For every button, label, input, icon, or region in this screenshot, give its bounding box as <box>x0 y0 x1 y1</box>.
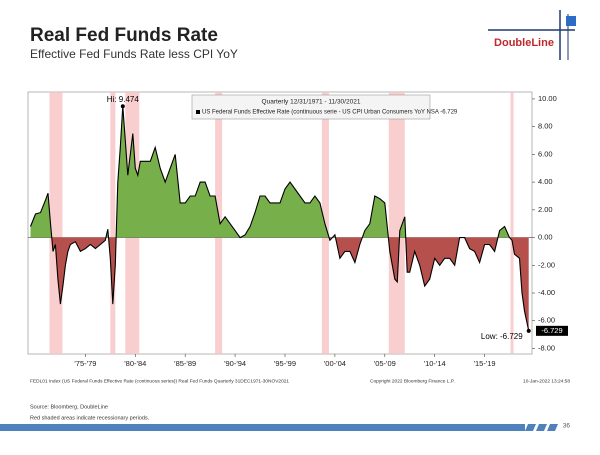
y-tick-label: 8.00 <box>538 122 553 131</box>
subtitle: Effective Fed Funds Rate less CPI YoY <box>30 47 238 61</box>
y-tick-label: -4.00 <box>538 288 555 297</box>
y-tick-label: -8.00 <box>538 343 555 352</box>
logo: DoubleLine <box>488 10 576 60</box>
x-tick-label: '95-'99 <box>274 359 296 368</box>
recession-band <box>388 92 405 354</box>
low-label: Low: -6.729 <box>481 332 523 341</box>
high-point <box>120 104 125 109</box>
y-tick-label: 2.00 <box>538 205 553 214</box>
legend-period: Quarterly 12/31/1971 - 11/30/2021 <box>262 99 361 106</box>
legend: Quarterly 12/31/1971 - 11/30/2021 US Fed… <box>191 94 458 120</box>
y-tick-label: -2.00 <box>538 260 555 269</box>
footer-middle: Copyright 2022 Bloomberg Finance L.P. <box>370 378 455 384</box>
recession-band <box>49 92 63 354</box>
y-tick-label: 6.00 <box>538 149 553 158</box>
plot-frame <box>27 91 533 355</box>
title: Real Fed Funds Rate <box>30 25 218 46</box>
negative-area <box>30 237 529 331</box>
positive-area <box>30 106 510 238</box>
logo-text: DoubleLine <box>494 37 554 49</box>
legend-entry: US Federal Funds Effective Rate (continu… <box>202 110 458 116</box>
y-tick-label: 10.00 <box>538 94 557 103</box>
footer-right: 10-Jan-2022 13:24:58 <box>523 378 570 384</box>
recession-band <box>510 92 514 354</box>
x-tick-label: '80-'84 <box>124 359 146 368</box>
x-tick-label: '05-'09 <box>374 359 396 368</box>
series-line <box>29 106 530 331</box>
recession-band <box>321 92 329 354</box>
y-tick-label: 4.00 <box>538 177 553 186</box>
x-tick-label: '90-'94 <box>224 359 246 368</box>
last-value-box <box>536 325 568 336</box>
note: Red shaded areas indicate recessionary p… <box>30 415 150 421</box>
recession-band <box>110 92 116 354</box>
y-tick-label: -6.00 <box>538 316 555 325</box>
footer-left: FEDL01 Index (US Federal Funds Effective… <box>30 378 289 384</box>
bottom-bar <box>0 424 558 431</box>
high-label: Hi: 9.474 <box>107 95 140 104</box>
low-point <box>526 328 531 333</box>
last-value-label: -6.729 <box>541 326 562 335</box>
legend-swatch <box>196 110 200 114</box>
x-tick-label: '10-'14 <box>424 359 446 368</box>
source: Source: Bloomberg, DoubleLine <box>30 404 108 410</box>
page-number: 36 <box>563 423 571 430</box>
x-tick-label: '75-'79 <box>74 359 96 368</box>
y-tick-label: 0.00 <box>538 233 553 242</box>
x-tick-label: '85-'89 <box>174 359 196 368</box>
x-tick-label: '15-'19 <box>474 359 496 368</box>
x-tick-label: '00-'04 <box>324 359 346 368</box>
